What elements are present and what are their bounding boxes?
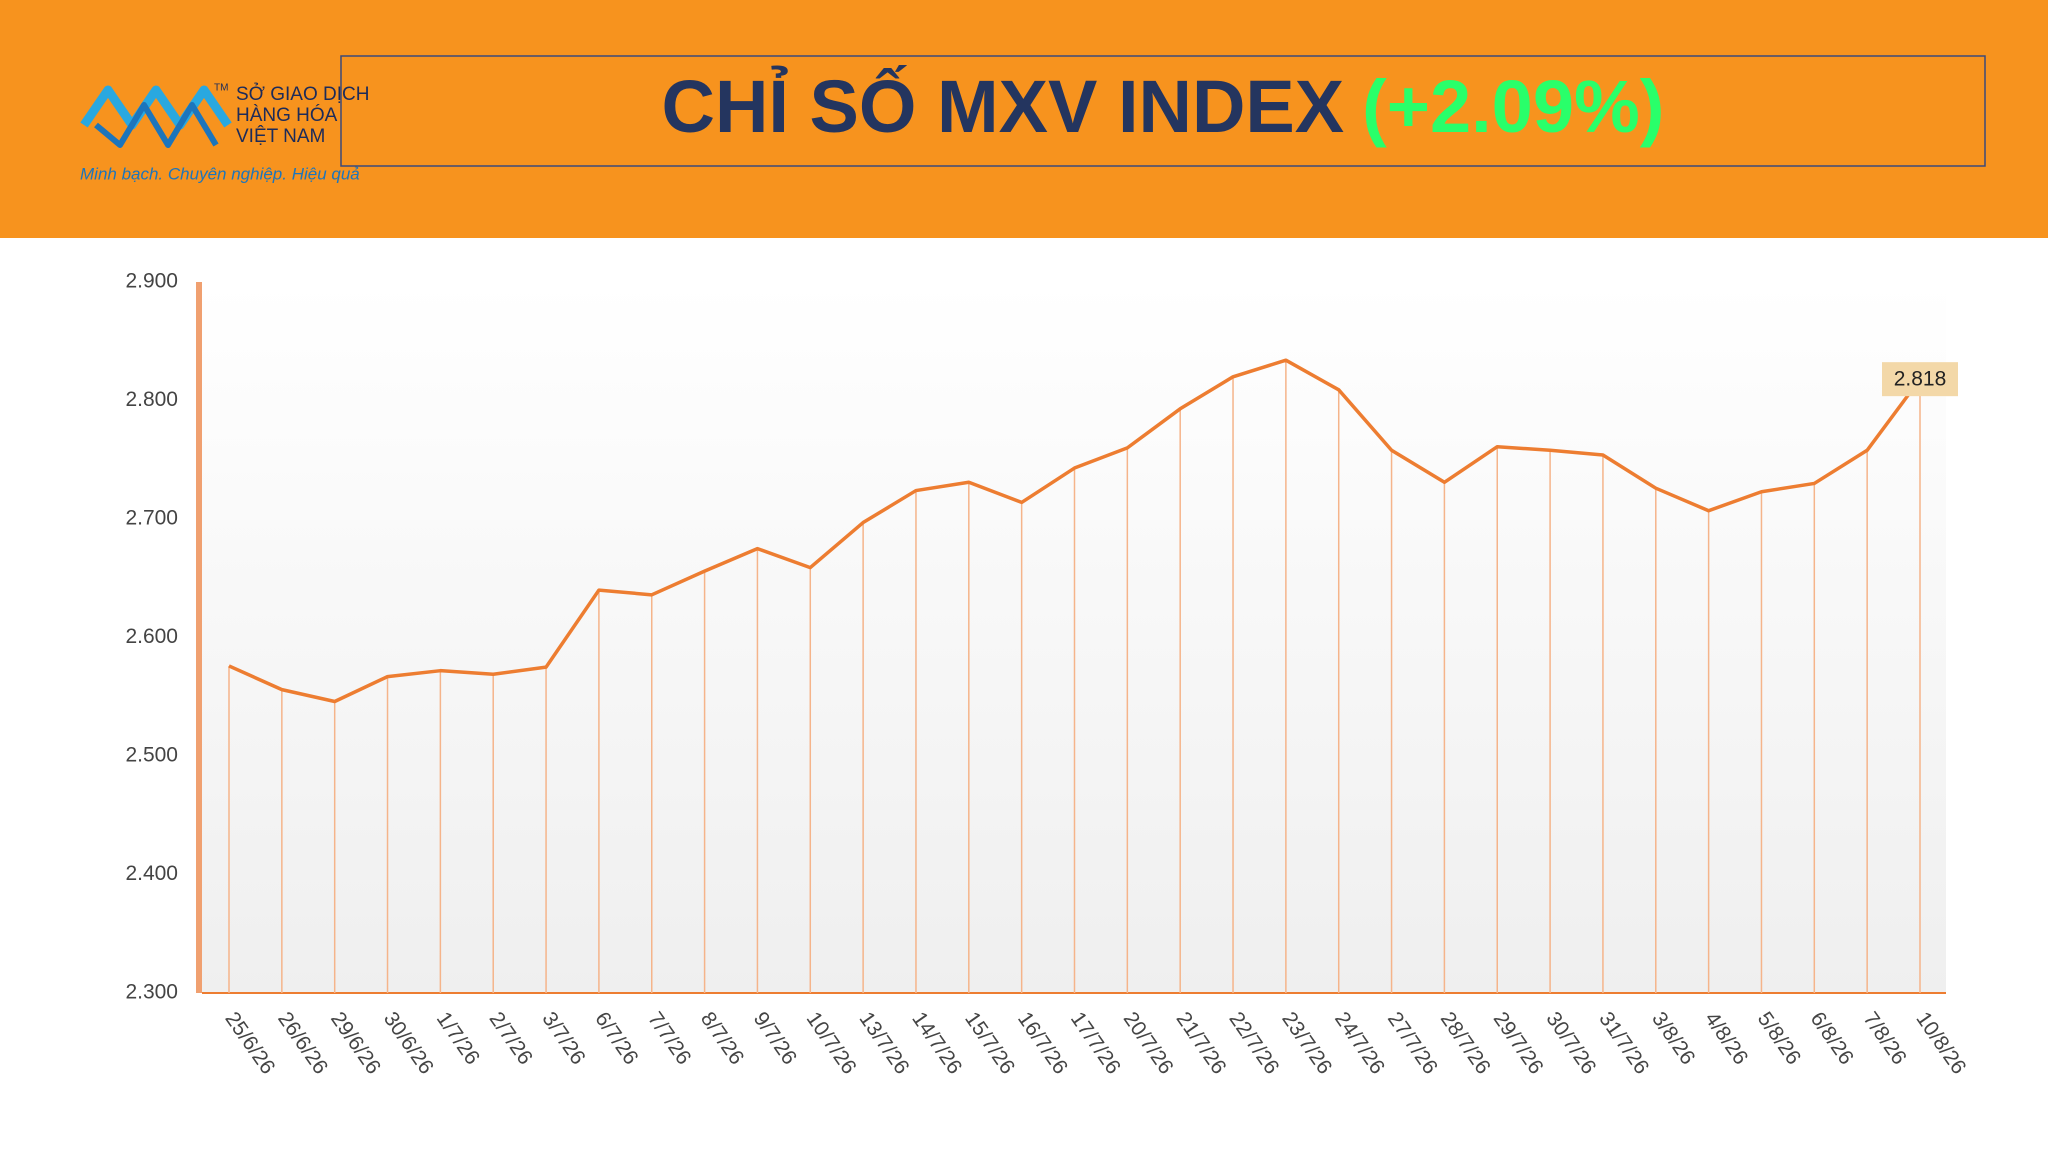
value-label-bg [1882,362,1958,397]
title-change: (+2.09%) [1362,65,1664,148]
title-box [340,55,1986,167]
logo-mark [94,102,219,148]
y-tick-label: 2.800 [125,388,178,411]
logo-tm: TM [214,83,228,94]
logo-text: HÀNG HÓA [236,104,338,126]
value-label: 2.818 [1894,368,1947,391]
y-axis [196,282,202,993]
logo-text: SỞ GIAO DỊCH [236,83,369,105]
y-tick-label: 2.700 [125,507,178,530]
chart: 2.300 2.400 2.500 2.600 2.700 2.800 2.900 2.818… [125,270,1970,1079]
y-tick-label: 2.900 [125,270,178,293]
slogan: Minh bạch. Chuyên nghiệp. Hiệu quả [80,164,360,183]
line-series [228,358,1922,704]
logo-text: VIỆT NAM [236,125,325,147]
title: CHỈ SỐ MXV INDEX (+2.09%) [662,65,1665,148]
logo-mark [80,85,232,130]
y-tick-label: 2.400 [125,862,178,885]
title-text: CHỈ SỐ MXV INDEX [662,65,1345,148]
logo [80,85,232,148]
y-tick-label: 2.300 [125,981,178,1004]
y-tick-label: 2.500 [125,744,178,767]
y-tick-label: 2.600 [125,625,178,648]
